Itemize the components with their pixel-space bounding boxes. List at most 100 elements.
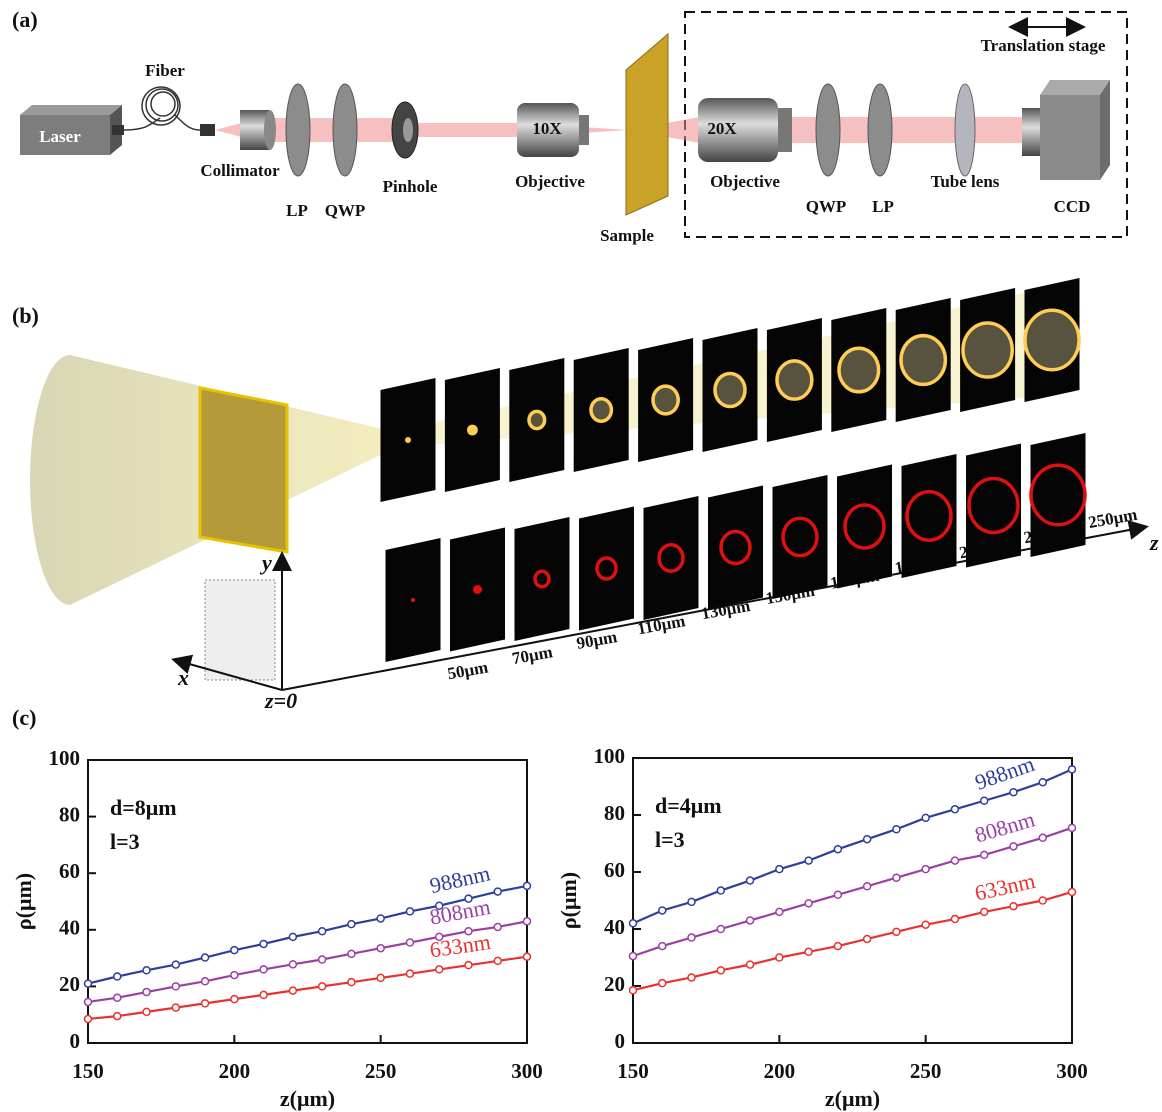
data-point [776, 908, 783, 915]
data-point [805, 857, 812, 864]
data-point [406, 970, 413, 977]
data-point [805, 900, 812, 907]
data-point [893, 826, 900, 833]
series-line [633, 892, 1072, 990]
label: Fiber [145, 61, 185, 80]
data-point [231, 947, 238, 954]
y-tick-label: 60 [604, 858, 625, 882]
data-point [951, 806, 958, 813]
screen [966, 444, 1021, 568]
x-tick-label: 150 [617, 1059, 649, 1083]
y-tick-label: 0 [615, 1029, 626, 1053]
data-point [864, 836, 871, 843]
series-label: 988nm [427, 860, 492, 898]
data-point [1069, 888, 1076, 895]
spot [473, 585, 482, 594]
data-point [834, 943, 841, 950]
distance-label: 90μm [575, 627, 618, 653]
data-point [864, 883, 871, 890]
data-point [630, 920, 637, 927]
data-point [1010, 789, 1017, 796]
screen [902, 454, 957, 578]
data-point [172, 961, 179, 968]
data-point [319, 956, 326, 963]
label: Objective [515, 172, 585, 191]
ring [529, 411, 545, 428]
data-point [688, 974, 695, 981]
x-tick-label: 250 [910, 1059, 942, 1083]
axis-label: z [1149, 530, 1159, 555]
data-point [951, 916, 958, 923]
chart: 020406080100150200250300988nm808nm633nmd… [11, 746, 543, 1111]
screen [515, 517, 570, 641]
pinhole [403, 118, 413, 142]
data-point [893, 874, 900, 881]
data-point [659, 943, 666, 950]
data-point [1069, 766, 1076, 773]
spot [467, 425, 478, 436]
y-tick-label: 80 [59, 802, 80, 826]
tube-lens [955, 84, 975, 176]
data-point [893, 928, 900, 935]
data-point [834, 846, 841, 853]
data-point [143, 967, 150, 974]
data-point [776, 954, 783, 961]
data-point [260, 991, 267, 998]
annotation: d=4μm [655, 793, 722, 818]
data-point [922, 921, 929, 928]
waveplate [333, 84, 357, 176]
data-point [494, 923, 501, 930]
data-point [630, 953, 637, 960]
chart: 020406080100150200250300988nm808nm633nmd… [556, 744, 1088, 1111]
label: QWP [325, 201, 366, 220]
panel-b: (b) y x z z=0 50μm70μm90μm110μm130μm150μ… [12, 278, 1159, 713]
series-label: 633nm [972, 868, 1037, 906]
data-point [922, 866, 929, 873]
ccd-top [1040, 80, 1110, 95]
ring [839, 348, 879, 392]
x-tick-label: 200 [764, 1059, 796, 1083]
connector [112, 125, 124, 135]
data-point [981, 851, 988, 858]
sample [626, 34, 668, 215]
data-point [465, 962, 472, 969]
data-point [717, 967, 724, 974]
y-tick-label: 100 [594, 744, 626, 768]
ring [777, 361, 812, 399]
data-point [747, 961, 754, 968]
data-point [348, 921, 355, 928]
metasurface [200, 388, 287, 552]
x-axis-label: z(μm) [825, 1086, 880, 1111]
y-tick-label: 20 [59, 972, 80, 996]
ring [963, 323, 1012, 377]
label: Tube lens [931, 172, 1000, 191]
data-point [981, 797, 988, 804]
objective [778, 108, 792, 152]
data-point [630, 987, 637, 994]
panel-label: (a) [12, 7, 38, 32]
y-tick-label: 80 [604, 801, 625, 825]
label: CCD [1054, 197, 1091, 216]
data-point [172, 1004, 179, 1011]
data-point [202, 954, 209, 961]
data-point [834, 891, 841, 898]
panel-a: (a) Translation stage Laser Fiber Collim… [12, 7, 1127, 245]
data-point [377, 974, 384, 981]
data-point [202, 978, 209, 985]
y-tick-label: 40 [604, 915, 625, 939]
figure: (a) Translation stage Laser Fiber Collim… [0, 0, 1162, 1112]
data-point [717, 926, 724, 933]
data-point [688, 934, 695, 941]
data-point [1069, 824, 1076, 831]
data-point [776, 866, 783, 873]
x-tick-label: 250 [365, 1059, 397, 1083]
polarizer [286, 84, 310, 176]
axis-label: y [259, 550, 272, 575]
label: Collimator [200, 161, 280, 180]
data-point [406, 939, 413, 946]
label: Pinhole [383, 177, 438, 196]
data-point [172, 983, 179, 990]
data-point [231, 996, 238, 1003]
data-point [1010, 843, 1017, 850]
data-point [289, 961, 296, 968]
